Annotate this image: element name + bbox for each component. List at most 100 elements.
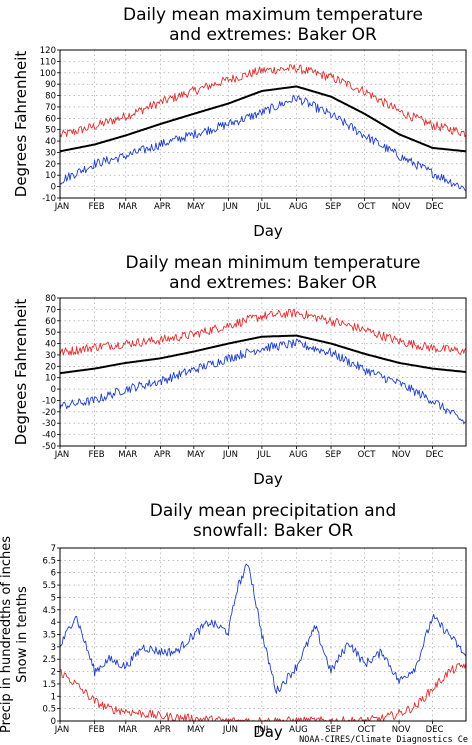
- y-tick-label: 60: [45, 317, 56, 327]
- y-tick-label: 7: [51, 544, 56, 554]
- x-axis-label: Day: [253, 470, 283, 488]
- y-tick-label: 80: [45, 92, 56, 102]
- y-tick-label: 10: [45, 171, 56, 181]
- x-tick-label: JUN: [222, 725, 238, 735]
- y-tick-label: 3: [51, 643, 56, 653]
- source-credit: NOAA-CIRES/Climate Diagnostics Ce: [299, 735, 468, 745]
- y-tick-label: 0: [51, 385, 56, 395]
- y-tick-label: -50: [42, 442, 56, 452]
- y-tick-label: 6: [51, 569, 56, 579]
- y-axis-label: Precip in hundredths of inches: [0, 536, 14, 733]
- x-tick-label: SEP: [325, 725, 341, 735]
- y-tick-label: 50: [45, 126, 56, 136]
- y-tick-label: 0.5: [42, 705, 56, 715]
- y-tick-label: -10: [42, 194, 56, 204]
- x-tick-label: NOV: [392, 450, 411, 460]
- x-tick-label: AUG: [289, 202, 308, 212]
- series-line-1: [59, 64, 467, 138]
- chart-grid: [59, 297, 466, 447]
- y-tick-label: 70: [45, 305, 56, 315]
- x-tick-label: MAR: [118, 725, 137, 735]
- plot-frame: [59, 297, 467, 447]
- y-tick-label: -20: [42, 408, 56, 418]
- y-tick-label: 40: [45, 137, 56, 147]
- y-tick-label: 110: [40, 57, 56, 67]
- x-tick-label: NOV: [392, 725, 411, 735]
- y-tick-label: 1: [51, 692, 56, 702]
- series-line-2: [59, 85, 467, 153]
- x-tick-label: AUG: [289, 725, 308, 735]
- x-tick-label: FEB: [89, 202, 105, 212]
- y-tick-label: 2.5: [42, 655, 56, 665]
- series-line-1: [59, 308, 467, 356]
- y-tick-label: 100: [40, 69, 56, 79]
- x-tick-label: NOV: [392, 202, 411, 212]
- y-tick-label: 120: [40, 46, 56, 56]
- x-tick-label: APR: [154, 202, 171, 212]
- x-tick-label: OCT: [358, 450, 377, 460]
- y-tick-label: 30: [45, 351, 56, 361]
- y-tick-label: 20: [45, 362, 56, 372]
- y-tick-label: 30: [45, 148, 56, 158]
- y-tick-label: 50: [45, 328, 56, 338]
- y-tick-label: 10: [45, 374, 56, 384]
- y-tick-label: 6.5: [42, 556, 56, 566]
- x-tick-label: MAY: [187, 202, 205, 212]
- x-tick-label: OCT: [358, 202, 377, 212]
- x-tick-label: MAR: [118, 450, 137, 460]
- y-tick-label: 20: [45, 160, 56, 170]
- y-axis-label: Degrees Fahrenheit: [12, 51, 30, 198]
- plot-frame: [59, 49, 467, 199]
- x-tick-label: MAY: [187, 725, 205, 735]
- x-tick-label: MAR: [118, 202, 137, 212]
- series-line-2: [59, 334, 467, 375]
- y-tick-label: 4: [51, 618, 56, 628]
- x-tick-label: JUN: [222, 202, 238, 212]
- x-tick-label: DEC: [426, 450, 444, 460]
- y-tick-label: -40: [42, 431, 56, 441]
- x-tick-label: FEB: [89, 450, 105, 460]
- series-line-3: [59, 338, 467, 425]
- x-tick-label: JAN: [54, 725, 70, 735]
- x-tick-label: APR: [154, 450, 171, 460]
- y-tick-label: 60: [45, 114, 56, 124]
- series-line-2: [59, 662, 467, 722]
- x-tick-label: AUG: [289, 450, 308, 460]
- x-tick-label: OCT: [358, 725, 377, 735]
- x-tick-label: FEB: [89, 725, 105, 735]
- y-tick-label: 3.5: [42, 631, 56, 641]
- chart-title-line: Daily mean maximum temperature: [123, 5, 423, 25]
- x-tick-label: JUL: [256, 725, 271, 735]
- y-tick-label: 80: [45, 294, 56, 304]
- y-tick-label: -10: [42, 396, 56, 406]
- x-tick-label: JUN: [222, 450, 238, 460]
- y-tick-label: 5.5: [42, 581, 56, 591]
- y-tick-label: 2: [51, 668, 56, 678]
- x-tick-label: MAY: [187, 450, 205, 460]
- y-tick-label: 40: [45, 340, 56, 350]
- y-tick-label: 1.5: [42, 680, 56, 690]
- chart-title-line: Daily mean precipitation and: [150, 501, 397, 521]
- x-tick-label: DEC: [426, 202, 444, 212]
- series-line-3: [59, 94, 467, 192]
- chart-grid: [59, 547, 466, 722]
- x-tick-label: APR: [154, 725, 171, 735]
- y-tick-label: 70: [45, 103, 56, 113]
- x-tick-label: JUL: [256, 450, 271, 460]
- x-tick-label: JAN: [54, 202, 70, 212]
- y-tick-label: 90: [45, 80, 56, 90]
- y-axis-label: Degrees Fahrenheit: [12, 299, 30, 446]
- chart-title-line: snowfall: Baker OR: [193, 521, 353, 541]
- chart-title-line: and extremes: Baker OR: [169, 25, 377, 45]
- chart-title-line: Daily mean minimum temperature: [126, 253, 421, 273]
- y-tick-label: 5: [51, 593, 56, 603]
- x-tick-label: SEP: [325, 202, 341, 212]
- y-tick-label: -30: [42, 419, 56, 429]
- x-tick-label: JAN: [54, 450, 70, 460]
- series-line-1: [59, 563, 467, 694]
- y-axis-label: Snow in tenths: [15, 586, 30, 683]
